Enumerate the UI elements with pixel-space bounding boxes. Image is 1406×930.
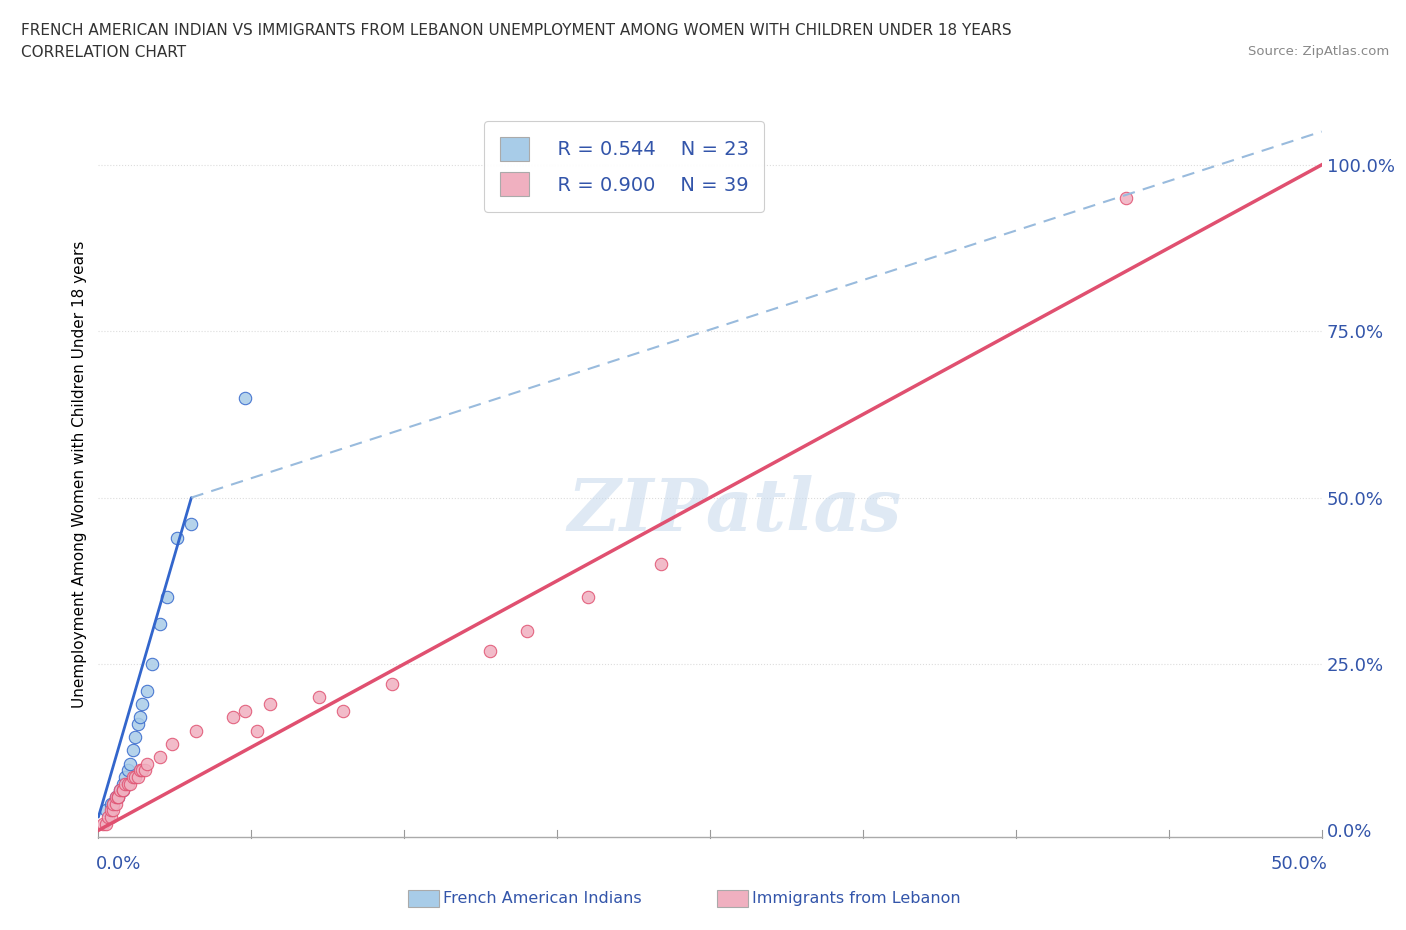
Point [381,676,404,691]
Point [107,790,129,804]
Text: FRENCH AMERICAN INDIAN VS IMMIGRANTS FROM LEBANON UNEMPLOYMENT AMONG WOMEN WITH : FRENCH AMERICAN INDIAN VS IMMIGRANTS FRO… [21,23,1012,38]
Point [149,617,172,631]
Point [110,783,132,798]
Point [576,590,599,604]
Text: ZIPatlas: ZIPatlas [568,475,901,546]
Point [136,756,159,771]
Point [101,803,124,817]
Point [141,657,163,671]
Point [308,690,330,705]
Point [94,803,117,817]
Y-axis label: Unemployment Among Women with Children Under 18 years: Unemployment Among Women with Children U… [72,241,87,708]
Point [246,724,269,738]
Point [114,777,136,791]
Point [101,796,124,811]
Point [104,790,127,804]
Point [111,783,134,798]
Point [127,716,149,731]
Point [120,777,142,791]
Text: CORRELATION CHART: CORRELATION CHART [21,45,186,60]
Point [117,763,139,777]
Point [149,750,172,764]
Point [129,710,152,724]
Point [136,684,159,698]
Point [186,724,208,738]
Point [1115,191,1137,206]
Point [650,557,672,572]
Point [166,530,188,545]
Point [160,737,183,751]
Point [259,697,281,711]
Point [114,770,136,785]
Text: 50.0%: 50.0% [1271,856,1327,873]
Point [117,777,139,791]
Point [101,796,124,811]
Point [104,796,127,811]
Point [233,391,256,405]
Point [131,763,153,777]
Point [121,770,143,785]
Text: French American Indians: French American Indians [443,891,641,906]
Point [134,763,156,777]
Point [100,810,122,825]
Text: Immigrants from Lebanon: Immigrants from Lebanon [752,891,960,906]
Point [97,810,120,825]
Point [107,790,129,804]
Point [124,730,146,745]
Text: 0.0%: 0.0% [96,856,142,873]
Point [111,783,134,798]
Point [110,783,132,798]
Legend:   R = 0.544    N = 23,   R = 0.900    N = 39: R = 0.544 N = 23, R = 0.900 N = 39 [485,121,765,211]
Point [515,623,537,638]
Point [222,710,245,724]
Point [478,644,501,658]
Point [100,803,122,817]
Point [180,517,202,532]
Text: Source: ZipAtlas.com: Source: ZipAtlas.com [1249,45,1389,58]
Point [107,790,129,804]
Point [127,770,149,785]
Point [111,777,134,791]
Point [332,703,354,718]
Point [91,817,114,831]
Point [121,743,143,758]
Point [131,697,153,711]
Point [233,703,256,718]
Point [94,817,117,831]
Point [100,796,122,811]
Point [129,763,152,777]
Point [120,756,142,771]
Point [124,770,146,785]
Point [156,590,179,604]
Point [111,783,134,798]
Point [104,790,127,804]
